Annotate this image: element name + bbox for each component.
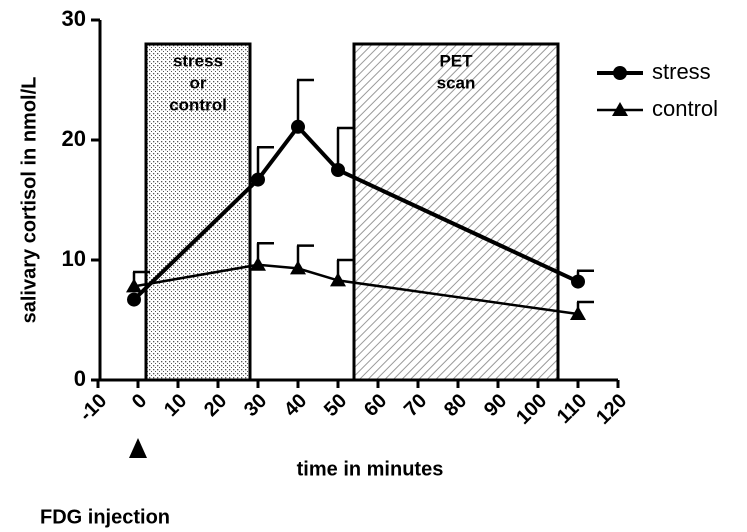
x-tick-label: 120: [592, 390, 631, 429]
annotation-arrow: [129, 438, 147, 458]
shaded-region: [352, 42, 560, 382]
legend-marker: [612, 102, 628, 116]
x-tick-label: 80: [440, 390, 471, 421]
y-tick-label: 30: [62, 6, 86, 31]
x-tick-label: 50: [320, 390, 351, 421]
x-tick-label: 10: [160, 390, 191, 421]
error-bar: [296, 78, 314, 127]
data-point: [251, 172, 265, 187]
region-label: stress: [173, 51, 223, 70]
x-axis-label: time in minutes: [297, 458, 444, 480]
x-tick-label: 0: [128, 390, 151, 413]
x-tick-label: -10: [75, 390, 111, 426]
data-point: [291, 119, 305, 134]
data-point: [290, 260, 306, 275]
x-tick-label: 90: [480, 390, 511, 421]
x-tick-label: 40: [280, 390, 311, 421]
x-tick-label: 110: [553, 390, 591, 428]
legend-label: stress: [652, 59, 711, 84]
x-tick-label: 60: [360, 390, 391, 421]
region-label: scan: [437, 73, 476, 92]
y-tick-label: 20: [62, 126, 86, 151]
region-label: control: [169, 95, 227, 114]
data-point: [331, 163, 345, 177]
y-tick-label: 0: [74, 366, 86, 391]
shaded-region: [144, 42, 252, 382]
legend-label: control: [652, 96, 718, 121]
data-point: [127, 292, 141, 307]
y-tick-label: 10: [62, 246, 86, 271]
legend-marker: [613, 66, 627, 80]
x-tick-label: 20: [200, 390, 231, 421]
region-label: PET: [439, 51, 473, 70]
region-label: or: [190, 73, 207, 92]
x-tick-label: 70: [400, 390, 431, 421]
x-tick-label: 30: [240, 390, 271, 421]
data-point: [330, 272, 346, 287]
y-axis-label: salivary cortisol in nmol/L: [18, 77, 40, 324]
data-point: [571, 274, 585, 289]
data-point: [570, 306, 586, 320]
data-point: [126, 278, 142, 293]
x-tick-label: 100: [512, 390, 551, 429]
data-point: [250, 256, 266, 271]
annotation-text: FDG injection: [40, 506, 170, 528]
